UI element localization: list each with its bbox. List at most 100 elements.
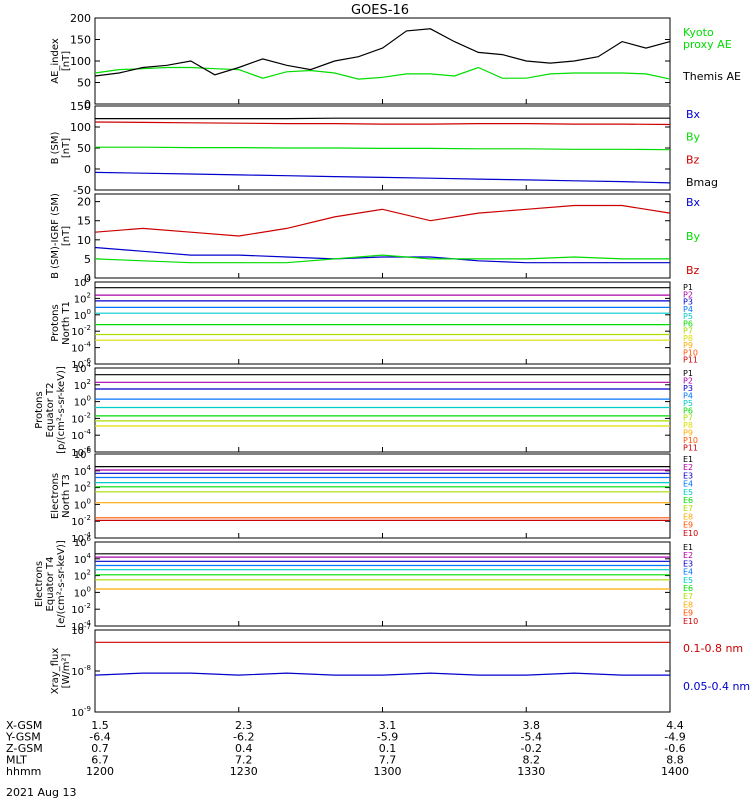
legend-entry-6-9: E10 — [683, 617, 698, 626]
legend-entry-4-2: P3 — [683, 384, 693, 393]
legend-entry-5-4: E5 — [683, 488, 693, 497]
legend-entry-3-2: P3 — [683, 298, 693, 307]
y-tick-label-4-2: 10-2 — [71, 411, 91, 425]
y-tick-label-2-3: 15 — [77, 215, 91, 228]
legend-entry-5-8: E9 — [683, 521, 693, 530]
legend-entry-4-5: P6 — [683, 406, 693, 415]
legend-entry-4-0: P1 — [683, 369, 693, 378]
footer-value-3-0: 6.7 — [91, 754, 109, 767]
legend-entry-4-3: P4 — [683, 391, 693, 400]
footer-value-3-3: 8.2 — [523, 754, 541, 767]
footer-value-2-1: 0.4 — [235, 742, 253, 755]
legend-entry-0-0: Kyoto proxy AE — [683, 26, 732, 51]
legend-entry-6-1: E2 — [683, 551, 693, 560]
legend-entry-6-8: E9 — [683, 609, 693, 618]
footer-value-2-3: -0.2 — [521, 742, 542, 755]
series-line-0-1 — [94, 28, 671, 77]
legend-entry-4-10: P11 — [683, 444, 698, 453]
y-tick-label-0-1: 50 — [77, 77, 91, 90]
y-tick-label-1-1: 0 — [84, 163, 91, 176]
panel-frame-4 — [94, 367, 671, 453]
footer-value-2-2: 0.1 — [379, 742, 397, 755]
legend-entry-5-3: E4 — [683, 480, 693, 489]
legend-entry-3-6: P7 — [683, 327, 693, 336]
y-axis-label-4: ProtonsEquator T2[p/(cm²-s-sr-keV)] — [34, 366, 67, 454]
legend-entry-6-5: E6 — [683, 584, 693, 593]
footer-value-1-4: -4.9 — [664, 731, 685, 744]
footer-value-0-3: 3.8 — [523, 719, 541, 732]
legend-entry-5-2: E3 — [683, 471, 693, 480]
legend-entry-3-0: P1 — [683, 283, 693, 292]
y-tick-label-5-3: 102 — [74, 481, 91, 495]
footer-value-0-0: 1.5 — [91, 719, 109, 732]
footer-value-2-0: 0.7 — [91, 742, 109, 755]
y-tick-label-3-4: 102 — [74, 291, 91, 305]
panel-frame-2 — [94, 193, 671, 279]
y-tick-label-3-0: 10-6 — [71, 357, 91, 371]
footer-label-3: MLT — [6, 754, 27, 767]
series-line-7-1 — [94, 672, 670, 676]
y-tick-label-1-2: 50 — [77, 142, 91, 155]
legend-entry-3-8: P9 — [683, 341, 693, 350]
series-line-1-0 — [94, 171, 671, 184]
legend-entry-5-9: E10 — [683, 529, 698, 538]
legend-entry-5-1: E2 — [683, 463, 693, 472]
y-tick-label-2-4: 20 — [77, 196, 91, 209]
panel-frame-3 — [94, 281, 671, 365]
footer-value-2-4: -0.6 — [664, 742, 685, 755]
y-tick-label-4-0: 10-6 — [71, 445, 91, 459]
footer-value-1-3: -5.4 — [521, 731, 542, 744]
y-tick-label-6-2: 100 — [74, 585, 91, 599]
footer-value-0-2: 3.1 — [379, 719, 397, 732]
legend-entry-5-5: E6 — [683, 496, 693, 505]
y-tick-label-6-4: 104 — [74, 552, 92, 566]
y-tick-label-6-3: 102 — [74, 569, 91, 583]
y-tick-label-5-5: 106 — [74, 447, 92, 461]
y-tick-label-5-2: 100 — [74, 497, 91, 511]
legend-entry-2-0: Bx — [686, 196, 701, 209]
legend-entry-4-9: P10 — [683, 436, 698, 445]
y-tick-label-1-0: -50 — [73, 184, 91, 197]
y-tick-label-6-1: 10-2 — [71, 602, 91, 616]
y-axis-label-3: ProtonsNorth T1 — [50, 301, 72, 345]
y-axis-label-0: AE_index[nT] — [50, 38, 72, 84]
legend-entry-6-2: E3 — [683, 559, 693, 568]
series-line-2-1 — [94, 254, 670, 264]
legend-entry-6-0: E1 — [683, 543, 693, 552]
legend-entry-4-4: P5 — [683, 399, 693, 408]
y-tick-label-6-0: 10-4 — [71, 619, 91, 633]
footer-label-0: X-GSM — [6, 719, 42, 732]
legend-entry-3-1: P2 — [683, 290, 693, 299]
y-axis-label-1: B (SM)[nT] — [50, 131, 72, 164]
legend-entry-1-0: Bx — [686, 108, 701, 121]
footer-value-3-1: 7.2 — [235, 754, 253, 767]
legend-entry-3-3: P4 — [683, 305, 693, 314]
y-tick-label-0-2: 100 — [70, 55, 91, 68]
legend-entry-2-2: Bz — [686, 264, 700, 277]
legend-entry-3-7: P8 — [683, 334, 693, 343]
y-tick-label-0-3: 150 — [70, 34, 91, 47]
legend-entry-6-4: E5 — [683, 576, 693, 585]
y-tick-label-3-5: 104 — [74, 275, 92, 289]
legend-entry-7-0: 0.1-0.8 nm — [683, 642, 743, 655]
legend-entry-6-6: E7 — [683, 592, 693, 601]
y-tick-label-4-1: 10-4 — [71, 428, 91, 442]
footer-value-0-4: 4.4 — [666, 719, 684, 732]
y-tick-label-3-1: 10-4 — [71, 341, 91, 355]
y-tick-label-1-3: 100 — [70, 121, 91, 134]
legend-entry-3-9: P10 — [683, 348, 698, 357]
y-tick-label-0-0: 0 — [84, 98, 91, 111]
y-axis-label-5: ElectronsNorth T3 — [50, 473, 72, 519]
legend-entry-4-1: P2 — [683, 376, 693, 385]
footer-label-1: Y-GSM — [5, 731, 41, 744]
series-line-0-0 — [94, 66, 671, 80]
panel-frame-0 — [94, 17, 671, 105]
footer-value-0-1: 2.3 — [235, 719, 253, 732]
y-tick-label-6-5: 106 — [74, 535, 92, 549]
footer-value-4-3: 1330 — [517, 765, 545, 778]
y-tick-label-4-5: 104 — [74, 361, 92, 375]
y-tick-label-7-2: 10-7 — [71, 623, 91, 637]
y-tick-label-3-3: 100 — [74, 308, 91, 322]
